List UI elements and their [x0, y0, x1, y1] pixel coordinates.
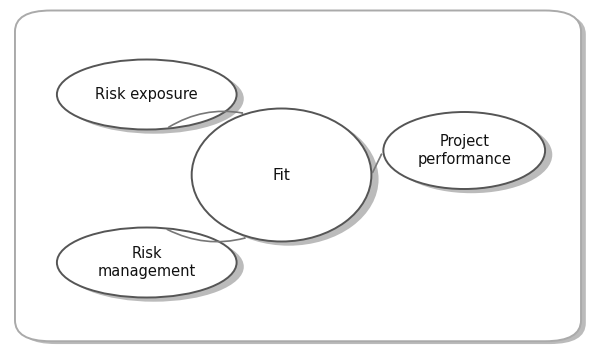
Ellipse shape	[199, 113, 379, 246]
Ellipse shape	[57, 228, 237, 298]
Ellipse shape	[64, 232, 244, 302]
FancyArrowPatch shape	[373, 154, 382, 173]
FancyArrowPatch shape	[167, 230, 245, 242]
FancyArrowPatch shape	[169, 111, 243, 127]
Ellipse shape	[64, 64, 244, 134]
FancyBboxPatch shape	[20, 13, 586, 344]
Text: Fit: Fit	[273, 168, 291, 182]
Ellipse shape	[192, 108, 371, 241]
Ellipse shape	[57, 60, 237, 130]
Ellipse shape	[391, 116, 552, 193]
FancyBboxPatch shape	[15, 10, 581, 341]
Text: Risk
management: Risk management	[98, 246, 196, 279]
Text: Project
performance: Project performance	[418, 134, 511, 167]
Ellipse shape	[383, 112, 545, 189]
Text: Risk exposure: Risk exposure	[95, 87, 198, 102]
